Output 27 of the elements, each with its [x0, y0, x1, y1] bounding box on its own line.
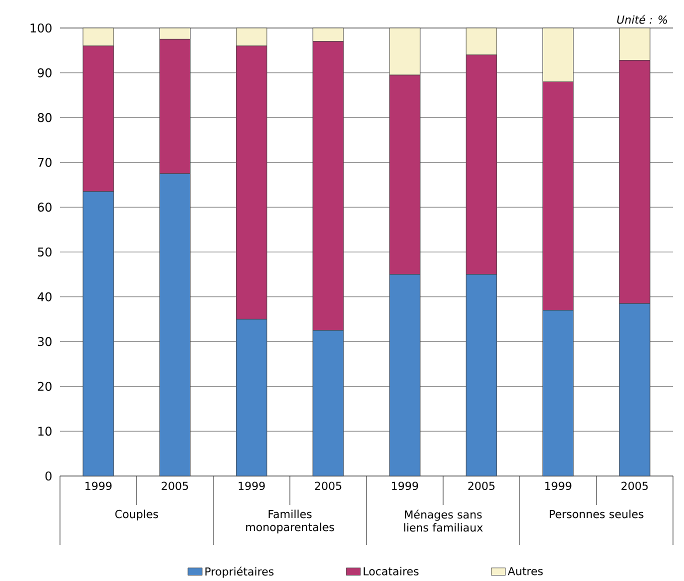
text: Couples [115, 510, 158, 520]
y-tick-label: 40 [38, 292, 52, 302]
y-tick-label: 50 [38, 247, 52, 257]
text: Ménages sans liens familiaux [404, 510, 483, 532]
text: Personnes seules [550, 510, 644, 518]
text: Unité : % [617, 14, 667, 24]
y-tick-label: 0 [45, 471, 52, 481]
y-tick-label: 80 [38, 113, 52, 122]
text: Familles monoparentales [246, 510, 334, 534]
legend-label: Locataires [364, 566, 419, 576]
y-tick-label: 60 [38, 202, 52, 212]
x-tick-label: 1999 [86, 482, 112, 490]
y-tick-label: 20 [38, 382, 52, 391]
x-tick-label: 2005 [315, 482, 342, 490]
x-tick-label: 1999 [545, 482, 572, 490]
x-tick-label: 2005 [468, 482, 494, 490]
x-tick-label: 2005 [622, 482, 648, 490]
legend-label: Propriétaires [205, 566, 274, 578]
y-tick-label: 70 [38, 158, 52, 167]
y-tick-label: 100 [30, 23, 52, 33]
legend-label: Autres [508, 567, 543, 576]
x-tick-label: 1999 [238, 482, 265, 490]
y-tick-label: 10 [38, 426, 52, 436]
x-tick-label: 2005 [162, 482, 188, 490]
x-tick-label: 1999 [392, 482, 418, 490]
y-tick-label: 30 [38, 337, 52, 346]
y-tick-label: 90 [38, 68, 52, 78]
